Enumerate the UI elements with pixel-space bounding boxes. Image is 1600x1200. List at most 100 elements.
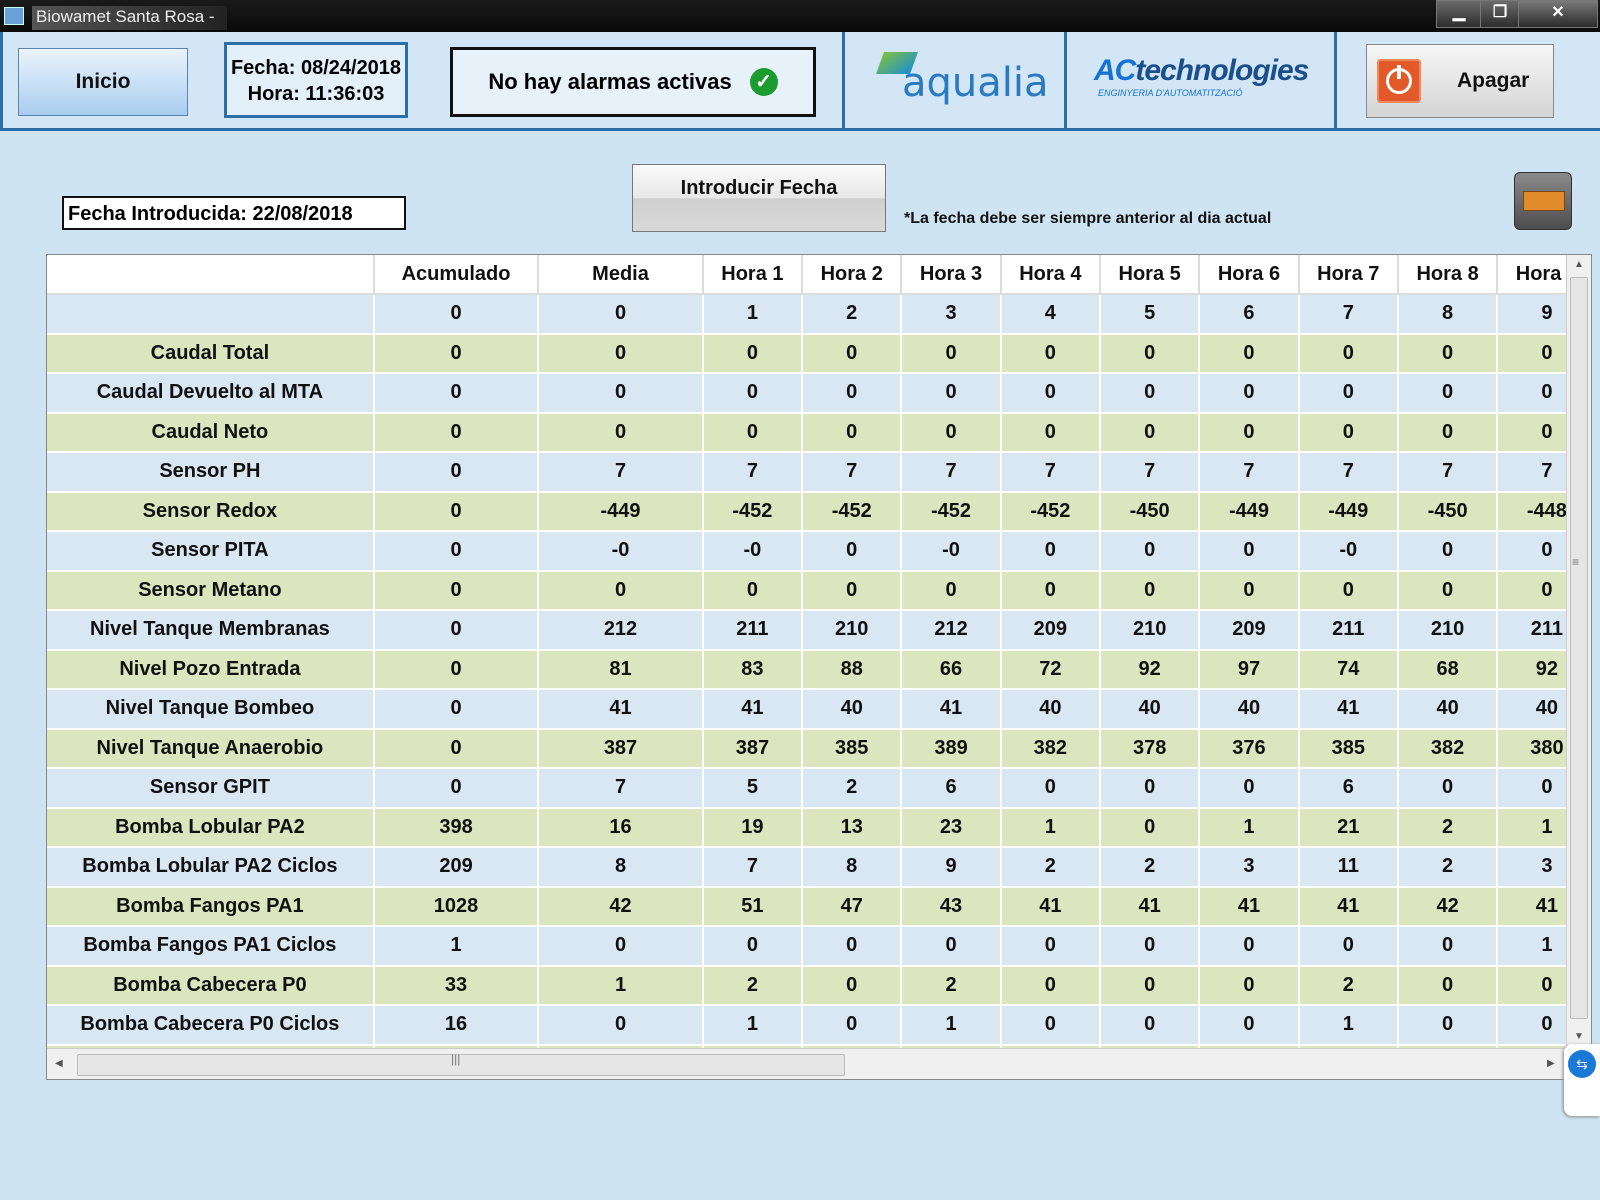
table-cell: 0 — [1298, 926, 1399, 967]
scroll-left-icon[interactable]: ◀ — [55, 1058, 63, 1069]
column-header[interactable]: Media — [538, 255, 704, 295]
scroll-right-icon[interactable]: ▶ — [1547, 1058, 1555, 1069]
table-cell: 0 — [1099, 1005, 1201, 1046]
scroll-up-icon[interactable]: ▲ — [1574, 259, 1584, 270]
table-cell: 41 — [1298, 689, 1399, 730]
table-cell: 3 — [1497, 847, 1568, 888]
column-header[interactable]: Hora 3 — [901, 255, 1002, 295]
table-cell: 41 — [702, 689, 804, 730]
table-row[interactable]: 0012345678910 — [47, 294, 1568, 335]
row-label: Bomba Lobular PA2 — [47, 807, 375, 848]
table-cell: 6 — [702, 1044, 804, 1048]
table-cell: 1 — [1298, 1005, 1399, 1046]
row-label: Caudal Neto — [47, 412, 375, 453]
table-cell: 211 — [1298, 610, 1399, 651]
table-cell: 2 — [1000, 847, 1101, 888]
table-cell: -449 — [1199, 491, 1300, 532]
column-header[interactable]: Acumulado — [373, 255, 540, 295]
maximize-button[interactable]: ❐ — [1480, 0, 1520, 28]
table-row[interactable]: Sensor GPIT075260006001 — [47, 768, 1568, 809]
table-cell: 40 — [1497, 689, 1568, 730]
column-header[interactable]: Hora 2 — [802, 255, 903, 295]
inicio-button[interactable]: Inicio — [18, 48, 188, 116]
table-cell: 5 — [1099, 294, 1201, 335]
table-cell: 0 — [1397, 1044, 1499, 1048]
table-cell: 88 — [802, 649, 903, 690]
table-cell: 0 — [1397, 570, 1499, 611]
table-cell: 2 — [1397, 807, 1499, 848]
keyboard-button[interactable] — [1514, 172, 1572, 230]
column-header[interactable]: Hora 5 — [1099, 255, 1201, 295]
minimize-button[interactable]: ▁ — [1436, 0, 1482, 28]
horizontal-scroll-thumb[interactable] — [77, 1054, 845, 1076]
table-cell: 41 — [1000, 886, 1101, 927]
alarm-status-box[interactable]: No hay alarmas activas ✓ — [450, 47, 816, 117]
table-row[interactable]: Bomba Cabecera P03312020002003 — [47, 965, 1568, 1006]
table-row[interactable]: Bomba P18336050004007 — [47, 1044, 1568, 1048]
table-cell: 378 — [1099, 728, 1201, 769]
table-cell: 7 — [901, 452, 1002, 493]
row-label: Sensor PITA — [47, 531, 375, 572]
table-cell: 2 — [702, 965, 804, 1006]
table-cell: 0 — [373, 491, 540, 532]
column-header[interactable]: Hora 8 — [1397, 255, 1499, 295]
column-header[interactable]: Hora 7 — [1298, 255, 1399, 295]
table-row[interactable]: Sensor Metano000000000000 — [47, 570, 1568, 611]
horizontal-scrollbar[interactable]: ◀ ||| ▶ — [47, 1048, 1593, 1079]
column-header[interactable]: Hora 4 — [1000, 255, 1101, 295]
table-cell: 0 — [901, 373, 1002, 414]
table-cell: 8 — [802, 847, 903, 888]
table-row[interactable]: Bomba Lobular PA2 Ciclos209878922311231 — [47, 847, 1568, 888]
vertical-scrollbar[interactable]: ▲ ≡ ▼ — [1566, 255, 1591, 1048]
table-cell: 211 — [1497, 610, 1568, 651]
table-cell: 1 — [1497, 926, 1568, 967]
table-cell: 83 — [702, 649, 804, 690]
column-header[interactable]: Hora 6 — [1199, 255, 1300, 295]
table-row[interactable]: Nivel Pozo Entrada0818388667292977468928 — [47, 649, 1568, 690]
table-row[interactable]: Nivel Tanque Membranas 0 212 211 210 212 209 21… — [47, 610, 1568, 651]
introducir-fecha-button[interactable]: Introducir Fecha — [632, 164, 886, 232]
table-row[interactable]: Bomba Lobular PA23981619132310121212 — [47, 807, 1568, 848]
table-cell: 8 — [538, 847, 704, 888]
close-button[interactable]: ✕ — [1518, 0, 1598, 28]
table-row[interactable]: Caudal Total000000000000 — [47, 333, 1568, 374]
table-cell: 387 — [538, 728, 704, 769]
table-row[interactable]: Bomba Fangos PA1 1028 42 51 47 43 41 41 41 41 42 41… — [47, 886, 1568, 927]
table-row[interactable]: Caudal Neto000000000000 — [47, 412, 1568, 453]
table-row[interactable]: Nivel Tanque Bombeo 0 41 41 40 41 40 40 40 41 40 40… — [47, 689, 1568, 730]
table-cell: 389 — [901, 728, 1002, 769]
table-cell: 0 — [1099, 333, 1201, 374]
table-cell: 51 — [702, 886, 804, 927]
window-title-bar: Biowamet Santa Rosa - ▁ ❐ ✕ — [0, 0, 1600, 32]
table-cell: 7 — [1298, 452, 1399, 493]
row-label: Sensor Redox — [47, 491, 375, 532]
table-cell: 0 — [1000, 965, 1101, 1006]
table-row[interactable]: Bomba Cabecera P0 Ciclos1601010001001 — [47, 1005, 1568, 1046]
header-cell-rowname[interactable] — [47, 255, 375, 295]
table-cell: 0 — [1298, 333, 1399, 374]
remote-support-widget[interactable]: ⇆ — [1564, 1044, 1600, 1116]
table-row[interactable]: Nivel Tanque Anaerobio 0 387 387 385 389 382 37… — [47, 728, 1568, 769]
table-row[interactable]: Bomba Fangos PA1 Ciclos100000000010 — [47, 926, 1568, 967]
row-label: Bomba Cabecera P0 Ciclos — [47, 1005, 375, 1046]
row-label: Nivel Tanque Bombeo — [47, 689, 375, 730]
table-cell: 0 — [901, 926, 1002, 967]
vertical-scroll-thumb[interactable] — [1570, 277, 1588, 1019]
table-row[interactable]: Sensor PH077777777777 — [47, 452, 1568, 493]
table-row[interactable]: Sensor Redox 0 -449 -452 -452 -452 -452 -450 -44… — [47, 491, 1568, 532]
table-row[interactable]: Caudal Devuelto al MTA000000000000 — [47, 373, 1568, 414]
table-cell: 19 — [702, 807, 804, 848]
scroll-down-icon[interactable]: ▼ — [1574, 1031, 1584, 1042]
table-cell: -452 — [1000, 491, 1101, 532]
table-cell: -0 — [1298, 531, 1399, 572]
apagar-button[interactable]: Apagar — [1366, 44, 1554, 118]
column-header[interactable]: Hora 9 — [1497, 255, 1568, 295]
table-cell: 212 — [538, 610, 704, 651]
table-cell: 0 — [1397, 768, 1499, 809]
date-time-display: Fecha: 08/24/2018 Hora: 11:36:03 — [224, 42, 408, 118]
table-cell: 72 — [1000, 649, 1101, 690]
column-header[interactable]: Hora 1 — [702, 255, 804, 295]
table-cell: 0 — [901, 570, 1002, 611]
table-cell: 2 — [802, 294, 903, 335]
